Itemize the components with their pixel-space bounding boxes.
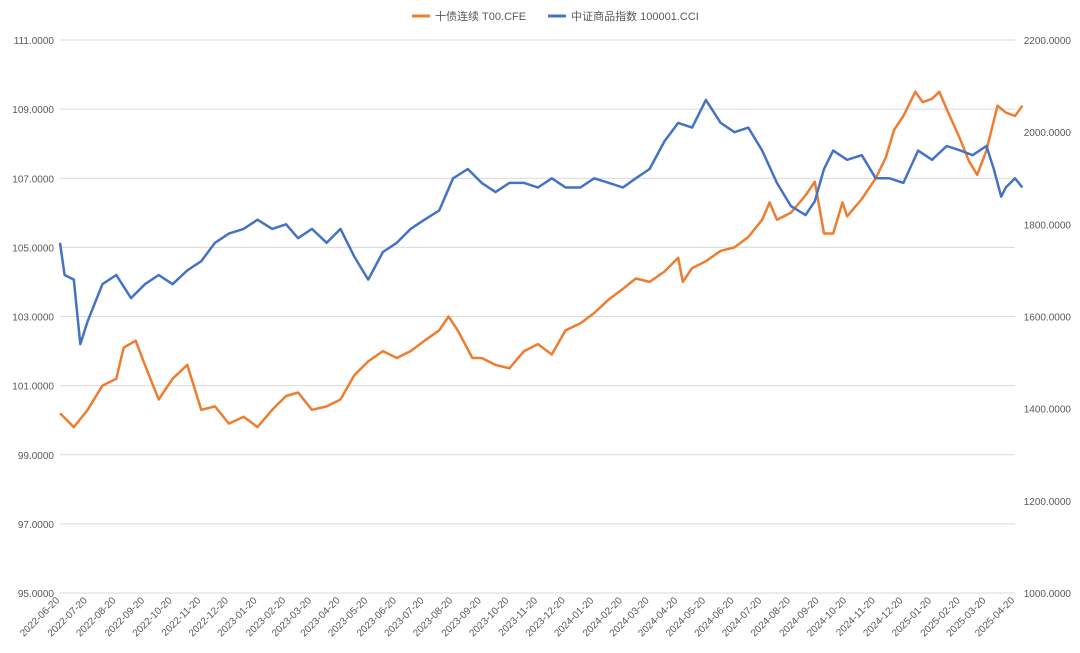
y-right-tick-label: 1600.0000 <box>1024 313 1072 324</box>
y-right-tick-label: 1800.0000 <box>1024 220 1072 231</box>
legend: 十债连续 T00.CFE 中证商品指数 100001.CCI <box>412 9 699 23</box>
y-left-tick-label: 111.0000 <box>14 36 55 47</box>
y-right-tick-label: 2000.0000 <box>1024 128 1072 139</box>
legend-label-0: 十债连续 T00.CFE <box>435 9 526 23</box>
y-right-tick-label: 1400.0000 <box>1024 405 1072 416</box>
y-right-tick-label: 1000.0000 <box>1024 589 1072 600</box>
y-axis-right: 1000.0000 1200.0000 1400.0000 1600.0000 1800… <box>1024 36 1072 600</box>
y-right-tick-label: 1200.0000 <box>1024 497 1072 508</box>
legend-label-1: 中证商品指数 100001.CCI <box>571 9 699 23</box>
y-left-tick-label: 105.0000 <box>12 243 54 254</box>
y-left-tick-label: 95.0000 <box>18 589 55 600</box>
y-right-tick-label: 2200.0000 <box>1024 36 1072 47</box>
gridlines <box>60 39 1015 594</box>
series-layer <box>58 90 1024 429</box>
y-axis-left: 95.0000 97.0000 99.0000 101.0000 103.0000 105… <box>12 36 54 600</box>
y-left-tick-label: 97.0000 <box>18 520 55 531</box>
y-left-tick-label: 99.0000 <box>18 451 55 462</box>
y-left-tick-label: 109.0000 <box>12 105 54 116</box>
series-line-1 <box>58 98 1024 346</box>
y-left-tick-label: 103.0000 <box>12 313 54 324</box>
series-line-0 <box>59 90 1024 429</box>
y-left-tick-label: 101.0000 <box>12 382 54 393</box>
y-left-tick-label: 107.0000 <box>12 174 54 185</box>
x-axis: 2022-06-202022-07-202022-08-202022-09-20… <box>18 595 1017 639</box>
